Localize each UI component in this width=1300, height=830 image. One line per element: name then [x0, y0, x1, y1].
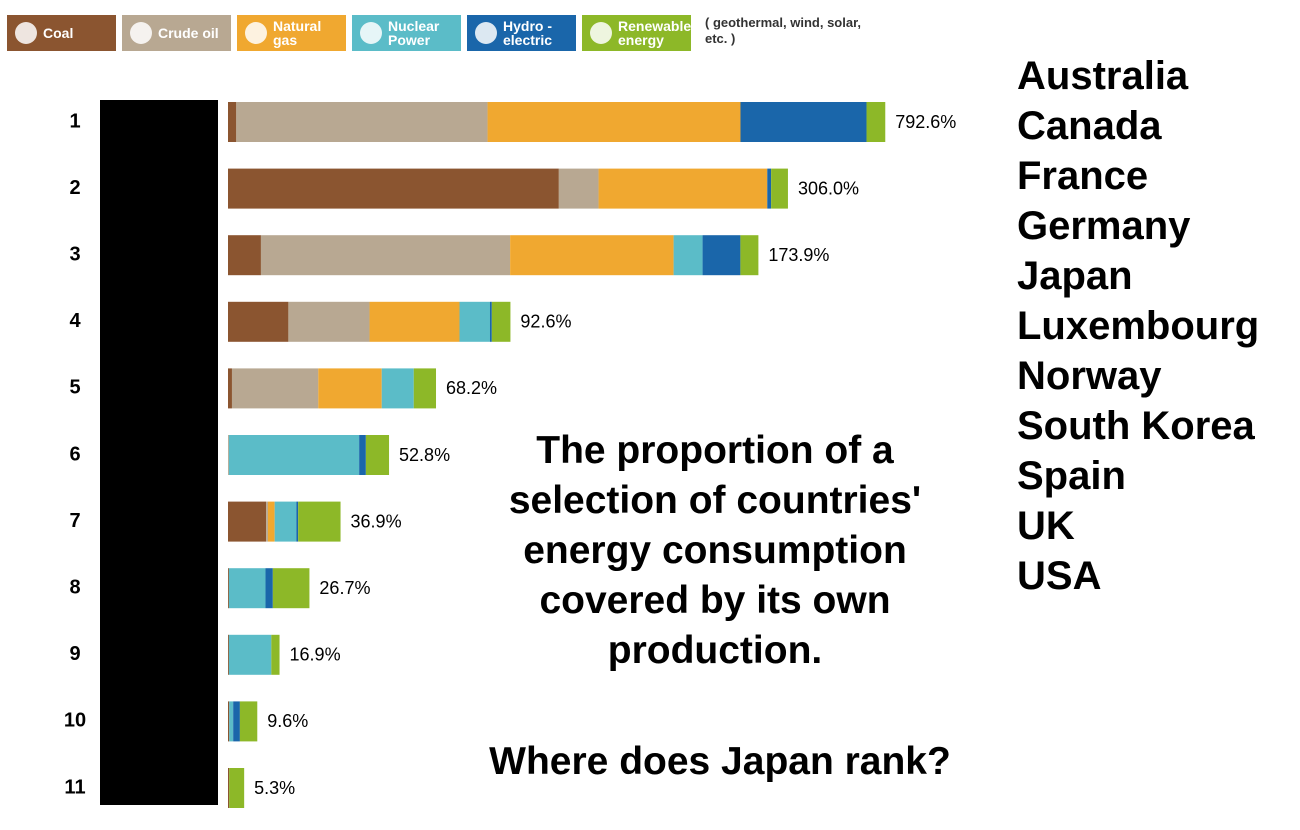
bar-segment [365, 435, 390, 475]
bar-segment [228, 168, 559, 209]
bar-segment [228, 768, 230, 808]
bar-segment [228, 501, 267, 542]
bar-segment [271, 634, 280, 675]
total-label: 16.9% [290, 645, 341, 665]
country-name: Luxembourg [1017, 304, 1260, 348]
bar-segment [771, 168, 788, 209]
bar-segment [267, 501, 275, 542]
bar-segment [228, 634, 272, 675]
bar-segment [229, 701, 234, 742]
bar-segment [228, 634, 229, 675]
bar-segment [359, 435, 366, 475]
bar-segment [229, 768, 245, 808]
legend-item: Renewable energy [582, 15, 691, 51]
bar-segment [381, 368, 414, 409]
bar-segment [767, 168, 772, 209]
bar-segment [296, 501, 299, 542]
total-label: 173.9% [768, 245, 829, 265]
bar-segment [266, 501, 268, 542]
total-label: 792.6% [895, 112, 956, 132]
bar-segment [228, 435, 360, 475]
legend-item: Nuclear Power [352, 15, 461, 51]
total-label: 26.7% [319, 578, 370, 598]
legend-note: ( geothermal, wind, solar, etc. ) [705, 15, 862, 46]
bar-segment [236, 102, 488, 142]
bar-segment [228, 568, 229, 609]
rank-label: 9 [69, 643, 80, 665]
bar-segment [265, 568, 273, 609]
legend: Coal Crude oil Natural gas Nuclear Power Hyd… [7, 15, 691, 51]
country-name: Spain [1017, 454, 1126, 498]
total-label: 68.2% [446, 378, 497, 398]
bar-segment [231, 368, 319, 409]
question: Where does Japan rank? [489, 740, 951, 783]
rank-label: 3 [69, 243, 80, 265]
bar-segment [510, 235, 674, 276]
country-name: Norway [1017, 354, 1162, 398]
bar-segment [228, 368, 232, 409]
country-name: USA [1017, 554, 1102, 598]
bar-segment [491, 301, 511, 342]
rank-label: 7 [69, 510, 80, 532]
bar-segment [228, 435, 229, 475]
rank-label: 6 [69, 443, 80, 465]
total-label: 36.9% [351, 511, 402, 531]
bar-segment [228, 568, 266, 609]
bar-segment [228, 235, 261, 276]
rank-label: 2 [69, 177, 80, 199]
bar-segment [673, 235, 703, 276]
bar-segment [489, 301, 492, 342]
bar-segment [228, 301, 289, 342]
bar-segment [413, 368, 437, 409]
rank-label: 1 [69, 110, 80, 132]
bar-segment [487, 102, 741, 142]
legend-item: Hydro - electric [467, 15, 576, 51]
rank-label: 11 [64, 776, 85, 798]
total-label: 306.0% [798, 178, 859, 198]
bar-segment [260, 235, 511, 276]
bar-segment [558, 168, 599, 209]
bar-segment [866, 102, 886, 142]
bar-segment [459, 301, 490, 342]
bar-segment [288, 301, 370, 342]
country-name: France [1017, 154, 1149, 198]
country-name: Japan [1017, 254, 1133, 298]
country-name: South Korea [1017, 404, 1255, 448]
name-mask [100, 100, 218, 805]
title: The proportion of a selection of countri… [508, 429, 922, 672]
legend-item: Crude oil [122, 15, 231, 51]
bar-segment [239, 701, 258, 742]
bar-segment [274, 501, 297, 542]
chart: 1 792.6% 2 306.0% 3 173.9% 4 92.6% 5 68.2% 6 52.8% 7… [64, 100, 956, 808]
rank-label: 10 [64, 710, 86, 732]
bar-segment [369, 301, 460, 342]
country-name: Germany [1017, 204, 1191, 248]
bar-segment [318, 368, 382, 409]
bar-segment [228, 102, 237, 142]
legend-item: Natural gas [237, 15, 346, 51]
bar-segment [740, 102, 867, 142]
bar-segment [702, 235, 741, 276]
bar-segment [228, 701, 230, 742]
country-list: Australia Canada France Germany Japan Luxembo… [1017, 51, 1259, 601]
country-name: Canada [1017, 104, 1162, 148]
country-name: Australia [1017, 54, 1189, 98]
total-label: 52.8% [399, 445, 450, 465]
total-label: 9.6% [267, 711, 308, 731]
rank-label: 5 [69, 377, 80, 399]
total-label: 92.6% [520, 312, 571, 332]
country-name: UK [1017, 504, 1075, 548]
total-label: 5.3% [254, 778, 295, 798]
rank-label: 4 [69, 310, 81, 332]
bar-segment [740, 235, 759, 276]
rank-label: 8 [69, 576, 80, 598]
legend-item: Coal [7, 15, 116, 51]
bar-segment [233, 701, 240, 742]
bar-segment [298, 501, 341, 542]
bar-segment [272, 568, 310, 609]
bar-segment [598, 168, 768, 209]
